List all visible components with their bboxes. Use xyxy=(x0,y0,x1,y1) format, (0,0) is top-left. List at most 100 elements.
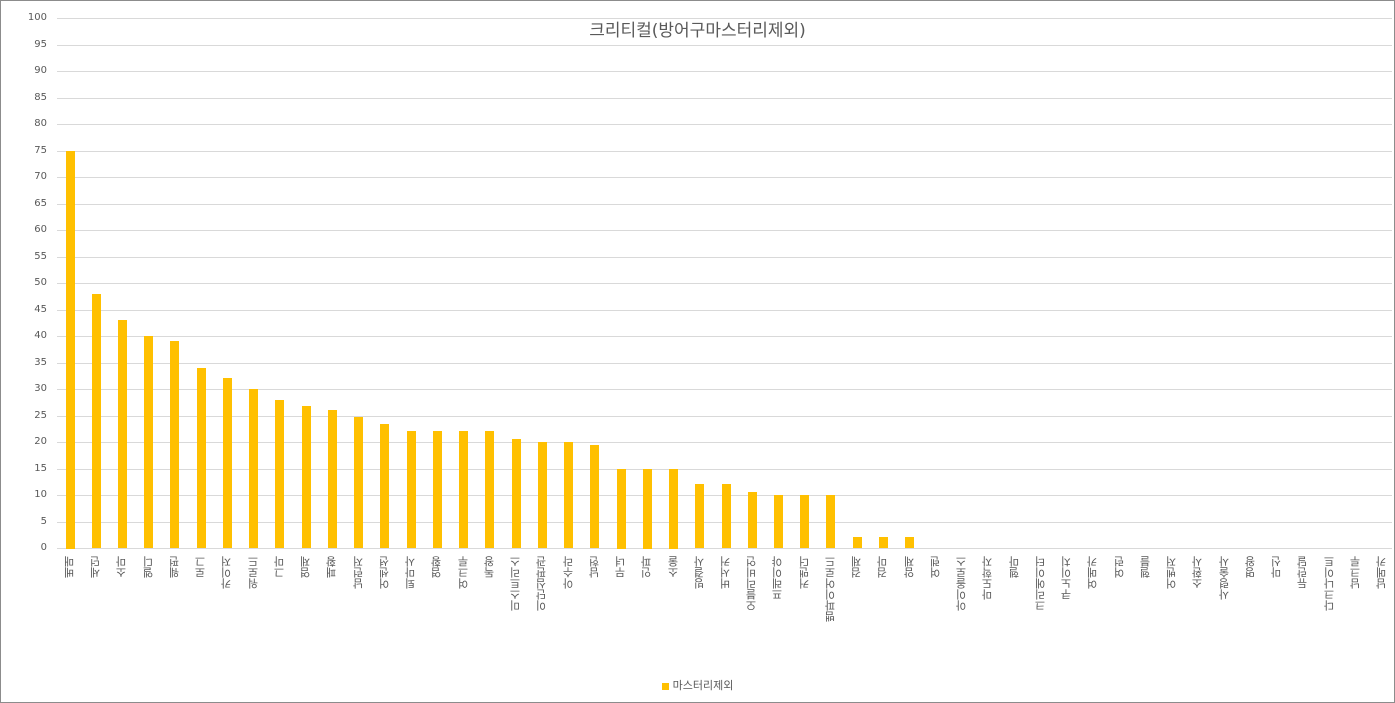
y-tick-label: 15 xyxy=(34,463,47,474)
bar[interactable] xyxy=(669,469,678,549)
y-tick-label: 5 xyxy=(40,516,47,527)
gridline xyxy=(57,389,1392,390)
y-tick-label: 95 xyxy=(34,39,47,50)
x-tick-label: 베매 xyxy=(63,556,76,578)
x-tick-label: 여메카 xyxy=(1086,556,1099,589)
x-tick-label: 남헌 xyxy=(588,556,601,578)
bar[interactable] xyxy=(459,431,468,548)
bar[interactable] xyxy=(433,431,442,548)
bar[interactable] xyxy=(118,320,127,548)
x-tick-label: 커맨더 xyxy=(798,556,811,589)
bar[interactable] xyxy=(590,445,599,548)
y-tick-label: 80 xyxy=(34,118,47,129)
x-tick-label: 로그 xyxy=(194,556,207,578)
x-tick-label: 남런저 xyxy=(352,556,365,589)
x-tick-label: 헬마 xyxy=(1008,556,1021,578)
bar[interactable] xyxy=(223,378,232,548)
y-tick-label: 75 xyxy=(34,145,47,156)
gridline xyxy=(57,98,1392,99)
bar[interactable] xyxy=(564,442,573,548)
x-tick-label: 퇴마사 xyxy=(404,556,417,589)
bar[interactable] xyxy=(748,492,757,548)
bar[interactable] xyxy=(879,537,888,548)
y-tick-label: 30 xyxy=(34,383,47,394)
x-tick-label: 소울 xyxy=(667,556,680,578)
x-tick-label: 사령술사 xyxy=(1218,556,1231,600)
bar[interactable] xyxy=(380,424,389,548)
y-tick-label: 10 xyxy=(34,489,47,500)
x-tick-label: 크리에이터 xyxy=(1034,556,1047,611)
bar[interactable] xyxy=(197,368,206,548)
bar[interactable] xyxy=(302,406,311,548)
x-tick-label: 독왕 xyxy=(483,556,496,578)
legend-swatch-icon xyxy=(661,682,669,690)
gridline xyxy=(57,204,1392,205)
gridline xyxy=(57,416,1392,417)
gridline xyxy=(57,151,1392,152)
x-tick-label: 마도학자 xyxy=(981,556,994,600)
x-tick-label: 어센션 xyxy=(378,556,391,589)
y-tick-label: 65 xyxy=(34,198,47,209)
y-tick-label: 25 xyxy=(34,410,47,421)
gridline xyxy=(57,71,1392,72)
gridline xyxy=(57,283,1392,284)
y-tick-label: 60 xyxy=(34,224,47,235)
bar[interactable] xyxy=(643,469,652,549)
gridline xyxy=(57,442,1392,443)
y-tick-label: 50 xyxy=(34,277,47,288)
gridline xyxy=(57,548,1392,549)
x-tick-label: 쿠노이치 xyxy=(1060,556,1073,600)
bar[interactable] xyxy=(722,484,731,548)
gridline xyxy=(57,469,1392,470)
x-tick-label: 패황 xyxy=(325,556,338,578)
x-tick-label: 마신 xyxy=(1270,556,1283,578)
x-tick-label: 여렌 xyxy=(929,556,942,578)
x-tick-label: 프레이야 xyxy=(771,556,784,600)
bar[interactable] xyxy=(800,495,809,548)
bar[interactable] xyxy=(144,336,153,548)
x-tick-label: 검마 xyxy=(876,556,889,578)
gridline xyxy=(57,230,1392,231)
y-tick-label: 85 xyxy=(34,92,47,103)
x-tick-label: 염황 xyxy=(430,556,443,578)
bar[interactable] xyxy=(407,431,416,548)
gridline xyxy=(57,257,1392,258)
bar[interactable] xyxy=(485,431,494,548)
bar[interactable] xyxy=(853,537,862,548)
x-tick-label: 명왕 xyxy=(1244,556,1257,578)
chart-title: 크리티컬(방어구마스터리제외) xyxy=(589,21,806,41)
x-tick-label: 여크루 xyxy=(457,556,470,589)
y-tick-label: 35 xyxy=(34,357,47,368)
bar[interactable] xyxy=(249,389,258,548)
x-tick-label: 남메카 xyxy=(1375,556,1388,589)
x-tick-label: 웨펀 xyxy=(168,556,181,578)
x-tick-label: 워로드 xyxy=(247,556,260,589)
bar[interactable] xyxy=(354,417,363,548)
bar[interactable] xyxy=(512,439,521,548)
x-tick-label: 남크루 xyxy=(1349,556,1362,589)
x-tick-label: 염제 xyxy=(299,556,312,578)
gridline xyxy=(57,18,1392,19)
x-tick-label: 소마 xyxy=(115,556,128,578)
bar[interactable] xyxy=(538,442,547,548)
bar[interactable] xyxy=(617,469,626,549)
x-tick-label: 듀란달 xyxy=(1296,556,1309,589)
bar[interactable] xyxy=(170,341,179,548)
gridline xyxy=(57,336,1392,337)
y-tick-label: 0 xyxy=(40,542,47,553)
bar[interactable] xyxy=(905,537,914,548)
x-tick-label: 그마 xyxy=(273,556,286,578)
bar[interactable] xyxy=(695,484,704,548)
x-tick-label: 어벤저 xyxy=(1165,556,1178,589)
bar[interactable] xyxy=(328,410,337,548)
bar[interactable] xyxy=(826,495,835,548)
bar[interactable] xyxy=(66,151,75,549)
x-tick-label: 엘디 xyxy=(142,556,155,578)
x-tick-label: 헬블 xyxy=(1139,556,1152,578)
x-tick-label: 아수라 xyxy=(562,556,575,589)
bar[interactable] xyxy=(275,400,284,548)
bar[interactable] xyxy=(92,294,101,548)
x-tick-label: 버서커 xyxy=(719,556,732,589)
bar[interactable] xyxy=(774,495,783,548)
